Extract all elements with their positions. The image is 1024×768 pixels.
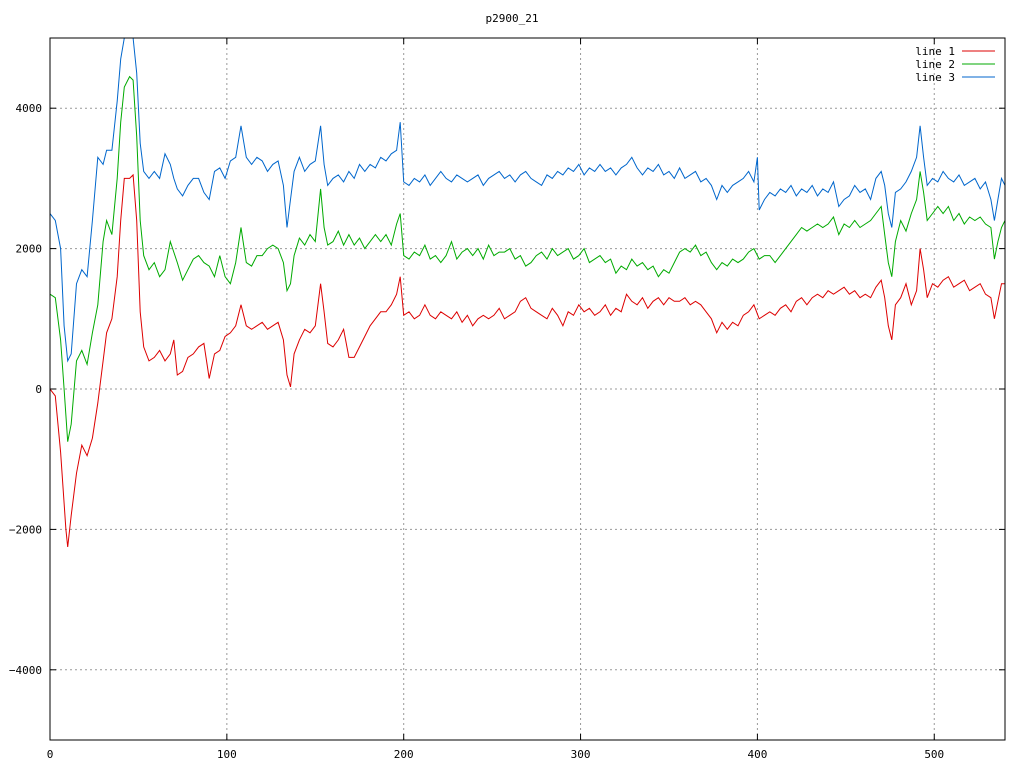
legend-label-2: line 2 bbox=[915, 58, 955, 71]
y-tick-label: 4000 bbox=[16, 102, 43, 115]
x-tick-label: 100 bbox=[217, 748, 237, 761]
x-tick-label: 300 bbox=[571, 748, 591, 761]
chart-title: p2900_21 bbox=[486, 12, 539, 25]
grid-lines bbox=[50, 38, 1005, 740]
legend-label-1: line 1 bbox=[915, 45, 955, 58]
y-tick-label: −2000 bbox=[9, 523, 42, 536]
x-tick-label: 0 bbox=[47, 748, 54, 761]
x-tick-label: 400 bbox=[747, 748, 767, 761]
series-line-1 bbox=[50, 173, 1005, 548]
x-tick-label: 500 bbox=[924, 748, 944, 761]
plot-area bbox=[50, 38, 1005, 548]
series-line-3 bbox=[50, 38, 1005, 363]
axes: 0 100 200 300 400 500 −4000 −2000 0 2000 4000 bbox=[9, 38, 1005, 761]
legend-label-3: line 3 bbox=[915, 71, 955, 84]
y-tick-label: 2000 bbox=[16, 243, 43, 256]
y-tick-label: −4000 bbox=[9, 664, 42, 677]
x-tick-label: 200 bbox=[394, 748, 414, 761]
y-tick-label: 0 bbox=[35, 383, 42, 396]
series-line-2 bbox=[50, 75, 1005, 442]
